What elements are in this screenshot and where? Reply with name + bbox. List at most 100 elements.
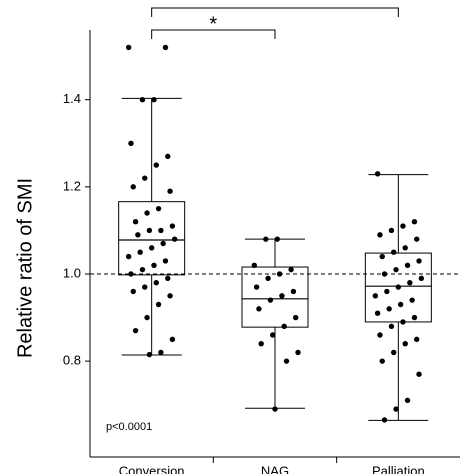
data-point <box>125 44 132 51</box>
data-point <box>281 323 287 329</box>
x-tick-label: Palliation <box>372 463 425 474</box>
data-point <box>391 349 397 356</box>
data-point <box>251 262 257 268</box>
data-point <box>414 336 420 343</box>
data-point <box>374 171 381 177</box>
data-point <box>265 275 271 282</box>
data-point <box>416 258 422 264</box>
box <box>118 201 186 276</box>
data-point <box>400 319 406 325</box>
data-point <box>128 271 134 277</box>
data-point <box>130 288 136 295</box>
data-point <box>377 332 383 338</box>
data-point <box>153 280 159 286</box>
data-point <box>153 162 159 168</box>
data-point <box>263 236 269 242</box>
data-point <box>139 97 146 103</box>
data-point <box>400 223 406 229</box>
data-point <box>162 44 169 51</box>
data-point <box>128 140 134 146</box>
x-tick-label: NAG <box>261 463 289 474</box>
data-point <box>288 266 294 273</box>
data-point <box>158 349 164 356</box>
data-point <box>142 284 148 290</box>
data-point <box>267 297 274 303</box>
data-point <box>171 236 178 242</box>
data-point <box>402 341 408 347</box>
data-point <box>146 227 153 234</box>
data-point <box>293 314 299 321</box>
data-point <box>169 223 176 229</box>
data-point <box>418 275 425 282</box>
data-point <box>407 280 413 286</box>
data-point <box>414 236 420 242</box>
y-tick-label: 1.0 <box>63 265 81 280</box>
data-point <box>165 275 171 282</box>
data-point <box>167 293 173 299</box>
data-point <box>272 406 278 412</box>
y-axis-label: Relative ratio of SMI <box>14 178 36 358</box>
data-point <box>144 210 150 216</box>
data-point <box>139 266 146 273</box>
data-point <box>381 271 388 277</box>
data-point <box>160 240 166 247</box>
data-point <box>146 351 153 358</box>
data-point <box>379 253 385 260</box>
data-point <box>155 301 162 308</box>
data-point <box>393 266 399 273</box>
data-point <box>132 327 139 334</box>
data-point <box>381 417 388 423</box>
data-point <box>295 349 301 356</box>
data-point <box>165 153 171 160</box>
data-point <box>395 284 402 290</box>
box <box>364 252 432 323</box>
data-point <box>384 288 390 295</box>
data-point <box>274 236 280 242</box>
data-point <box>270 332 276 338</box>
data-point <box>393 406 399 412</box>
data-point <box>144 314 150 321</box>
x-tick-label: Conversion <box>119 463 185 474</box>
data-point <box>151 97 157 103</box>
data-point <box>162 258 169 264</box>
data-point <box>374 310 381 316</box>
data-point <box>411 219 418 225</box>
data-point <box>256 306 262 312</box>
data-point <box>411 314 418 321</box>
data-point <box>409 297 415 303</box>
data-point <box>130 184 136 190</box>
y-tick-label: 1.4 <box>63 91 81 106</box>
data-point <box>167 188 173 194</box>
data-point <box>416 371 422 377</box>
data-point <box>404 397 411 404</box>
y-tick-label: 0.8 <box>63 353 81 368</box>
data-point <box>397 301 404 308</box>
data-point <box>276 271 283 277</box>
data-point <box>279 293 285 299</box>
data-point <box>137 249 143 255</box>
data-point <box>283 358 290 364</box>
box <box>241 266 309 328</box>
significance-bracket <box>151 29 276 39</box>
data-point <box>258 341 264 347</box>
data-point <box>388 227 395 234</box>
data-point <box>158 227 164 234</box>
data-point <box>404 262 411 268</box>
significance-label: * <box>209 13 217 35</box>
significance-bracket <box>151 7 399 17</box>
data-point <box>169 336 176 343</box>
data-point <box>253 284 260 290</box>
data-point <box>148 245 155 251</box>
data-point <box>125 253 132 260</box>
data-point <box>379 358 385 364</box>
data-point <box>142 175 148 181</box>
data-point <box>377 232 383 238</box>
data-point <box>135 232 141 238</box>
y-tick-label: 1.2 <box>63 178 81 193</box>
data-point <box>391 249 397 255</box>
data-point <box>290 288 297 295</box>
data-point <box>402 245 408 251</box>
data-point <box>386 306 392 312</box>
data-point <box>388 323 395 329</box>
